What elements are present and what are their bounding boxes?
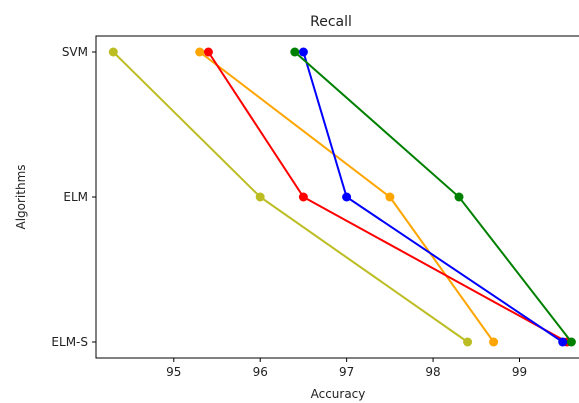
series-point: [566, 337, 576, 347]
y-tick-label: ELM: [63, 190, 88, 204]
series-point: [290, 47, 300, 57]
series-point: [298, 192, 308, 202]
series-point: [489, 337, 499, 347]
series-point: [342, 192, 352, 202]
y-axis-title: Algorithms: [14, 164, 28, 229]
series-point: [255, 192, 265, 202]
series-point: [298, 47, 308, 57]
series-point: [108, 47, 118, 57]
y-tick-label: SVM: [62, 45, 88, 59]
x-tick-label: 98: [425, 365, 440, 379]
chart-title: Recall: [310, 14, 352, 30]
series-layer: [108, 47, 576, 347]
series-point: [463, 337, 473, 347]
series-point: [195, 47, 205, 57]
series-point: [454, 192, 464, 202]
x-tick-label: 97: [339, 365, 354, 379]
x-tick-label: 95: [166, 365, 181, 379]
series-line: [112, 51, 469, 343]
series-point: [558, 337, 568, 347]
series-line: [294, 51, 573, 343]
series-point: [385, 192, 395, 202]
x-tick-label: 96: [253, 365, 268, 379]
x-axis-title: Accuracy: [311, 387, 366, 401]
y-tick-label: ELM-S: [51, 335, 88, 349]
x-tick-label: 99: [512, 365, 527, 379]
series-point: [203, 47, 213, 57]
y-axis-ticks: SVM ELM ELM-S: [51, 45, 96, 349]
x-axis-ticks: 95 96 97 98 99: [166, 358, 527, 379]
